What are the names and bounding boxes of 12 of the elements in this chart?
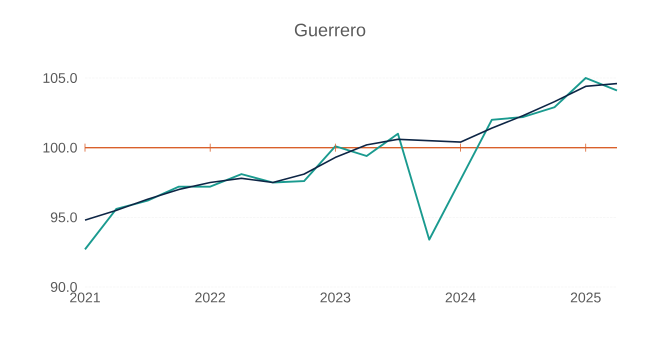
x-tick-label: 2023 (320, 292, 350, 302)
y-tick-label: 105.0 (44, 73, 77, 83)
chart-title: Guerrero (294, 24, 366, 36)
y-tick-label: 100.0 (44, 142, 77, 153)
x-tick-label: 2022 (195, 292, 226, 302)
y-tick-label: 95.0 (50, 212, 77, 222)
line-series (84, 77, 618, 250)
y-tick-label: 90.0 (50, 282, 77, 292)
x-tick-label: 2025 (570, 292, 601, 302)
x-tick-label: 2024 (446, 292, 476, 302)
line-series (84, 82, 618, 221)
x-tick-label: 2021 (70, 292, 100, 302)
